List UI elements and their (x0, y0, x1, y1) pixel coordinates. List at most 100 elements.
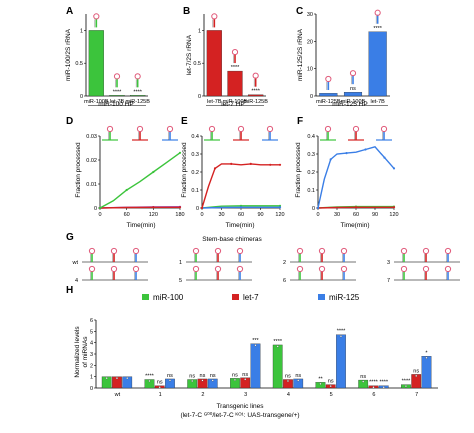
g-chimera-hairpin-icon (88, 247, 96, 262)
F-data-point (392, 167, 396, 170)
B-hairpin-icon-loop (211, 13, 218, 20)
C-bar (319, 93, 338, 97)
E-data-point (200, 206, 204, 210)
C-significance: **** (373, 26, 382, 32)
B-hairpin-icon (252, 72, 259, 87)
E-data-point (213, 167, 217, 170)
h-ytick-label: 3 (90, 352, 93, 358)
g-chimera-hairpin-icon-loop (340, 265, 348, 273)
D-hairpin-icon (166, 125, 174, 140)
g-chimera-hairpin-icon-loop (400, 247, 408, 255)
D-hairpin-icon-loop (106, 125, 114, 133)
D-xtick-label: 120 (149, 212, 158, 218)
D-hairpin-icon-loop (166, 125, 174, 133)
panel-d-xlabel: Time(min) (126, 222, 155, 229)
E-hairpin-icon-loop (208, 125, 216, 133)
panel-a-ylabel: miR-100/2S rRNA (65, 28, 72, 81)
h-replicate-point (404, 385, 408, 388)
g-chimera-hairpin-icon-loop (296, 265, 304, 273)
B-bar (206, 30, 222, 97)
E-data-point (269, 163, 272, 166)
g-chimera-hairpin-icon-loop (340, 247, 348, 255)
panel-d: D Fraction processed 0 0.01 0.02 0.03 0 60 120… (66, 116, 185, 229)
F-xtick-label: 30 (334, 212, 340, 218)
C-hairpin-icon (349, 70, 357, 85)
h-significance: ns (210, 373, 216, 379)
g-chimera-label: 6 (283, 278, 286, 284)
h-bar (283, 379, 293, 389)
F-xtick-label: 60 (353, 212, 359, 218)
F-hairpin-icon-loop (380, 125, 388, 133)
g-chimera-hairpin-icon (444, 247, 452, 262)
F-data-point (329, 158, 332, 161)
panel-h-label: H (66, 285, 73, 296)
panel-g-label: G (66, 232, 74, 243)
A-hairpin-icon (93, 13, 100, 28)
h-replicate-point (244, 378, 247, 381)
h-bar (315, 382, 326, 389)
h-bar (101, 376, 112, 389)
h-replicate-point (233, 378, 237, 381)
B-ytick-label: 0 (198, 94, 201, 100)
B-hairpin-icon (231, 48, 239, 64)
D-ytick-label: 0 (94, 206, 97, 212)
h-bar (197, 378, 208, 389)
E-data-point (278, 206, 282, 209)
C-category-label: let-7B (370, 99, 385, 105)
E-ytick-label: 0.1 (191, 188, 199, 194)
g-chimera-hairpin-icon-loop (192, 265, 200, 273)
D-series-line (99, 152, 181, 209)
E-ytick-label: 0.4 (191, 134, 199, 140)
A-ytick-label: 0.5 (75, 61, 83, 67)
D-data-point (125, 188, 128, 192)
panel-c-ylabel: miR-125/2S rRNA (297, 28, 304, 81)
F-data-point (364, 148, 367, 151)
h-bar (421, 356, 432, 389)
panel-b-group-label: let-7 HP (221, 101, 244, 108)
A-hairpin-icon (113, 73, 121, 88)
F-hairpin-icon (352, 125, 360, 140)
F-series-line (317, 146, 395, 209)
g-chimera-hairpin-icon-loop (422, 247, 430, 255)
panel-d-label: D (66, 116, 73, 127)
h-replicate-point (276, 345, 279, 348)
h-significance: **** (273, 339, 282, 345)
panel-a: A miR-100/2S rRNA 0 0.5 1 miR-100B let-7B ***… (65, 6, 150, 108)
D-data-point (178, 206, 182, 209)
A-category-label: miR-125B (125, 99, 150, 105)
g-chimera-hairpin-icon-loop (236, 247, 244, 255)
A-hairpin-icon (134, 73, 141, 88)
F-ytick-label: 0.2 (307, 170, 315, 176)
h-legend-swatch (142, 294, 149, 300)
g-chimera-hairpin-icon (132, 247, 140, 262)
h-replicate-point (362, 380, 365, 383)
panel-e: E Fraction processed 0 0.1 0.2 0.3 0.4 0 30 60 9… (181, 116, 285, 229)
h-bar (240, 377, 251, 389)
g-chimera-hairpin-icon-loop (318, 247, 326, 255)
h-replicate-point (158, 386, 161, 389)
g-chimera-hairpin-icon-loop (444, 247, 452, 255)
C-hairpin-icon (374, 9, 381, 24)
F-data-point (383, 156, 386, 159)
h-replicate-point (191, 379, 194, 383)
h-bar (230, 378, 240, 389)
A-ytick-label: 0 (80, 94, 83, 100)
E-series-line (201, 163, 280, 209)
E-data-point (239, 206, 243, 209)
g-chimera-label: 7 (387, 278, 390, 284)
h-bar (122, 376, 133, 389)
h-replicate-point (254, 344, 257, 347)
h-ytick-label: 4 (90, 341, 93, 347)
g-chimera-hairpin-icon (110, 247, 118, 262)
g-chimera-hairpin-icon-loop (214, 247, 222, 255)
panel-h-xlabel2: (let-7-C ᴳ⁰⁰/let-7-C ᴷᴼ¹: UAS-transgene/… (180, 411, 299, 419)
A-hairpin-icon-loop (93, 13, 100, 20)
h-ytick-label: 1 (90, 375, 93, 381)
h-significance: ns (285, 374, 291, 380)
g-chimera-hairpin-icon-loop (192, 247, 200, 255)
panel-f-xlabel: Time(min) (340, 222, 369, 229)
h-bar (411, 374, 422, 389)
h-significance: ns (242, 372, 248, 378)
h-group-label: 5 (330, 392, 333, 398)
